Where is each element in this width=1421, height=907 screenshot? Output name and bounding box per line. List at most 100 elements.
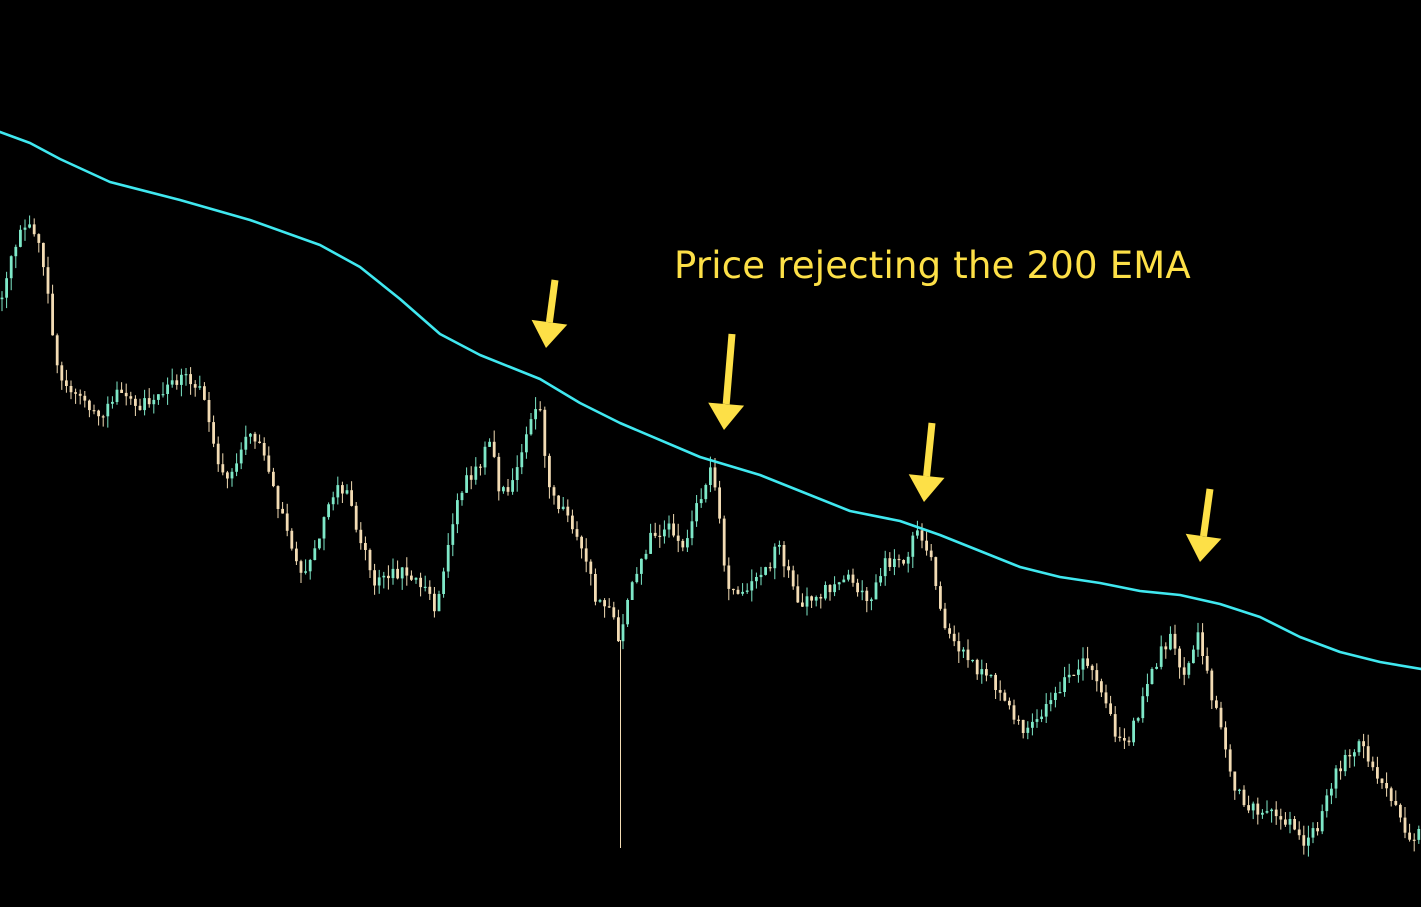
arrow-shaft [1200, 488, 1214, 537]
candle-body [773, 546, 777, 569]
candle-body [1031, 721, 1034, 728]
candle-body [308, 560, 312, 572]
candle [612, 601, 616, 620]
candle [253, 431, 257, 449]
arrows-layer [531, 279, 1222, 562]
candle [65, 369, 68, 393]
candle-body [1040, 716, 1043, 719]
candle [575, 521, 579, 541]
candle-body [111, 401, 114, 404]
candle [709, 456, 712, 493]
candle [1417, 825, 1421, 844]
candle [1334, 765, 1338, 799]
candle-body [1265, 811, 1269, 813]
candle-body [157, 394, 160, 400]
candle [598, 598, 602, 603]
candle-body [65, 380, 68, 386]
candle-body [1403, 817, 1407, 833]
candle [276, 485, 280, 519]
candle-body [630, 582, 634, 600]
candle [1210, 668, 1214, 709]
candle-body [929, 550, 933, 558]
candle-body [1182, 667, 1186, 675]
candle [911, 531, 915, 568]
candle-body [28, 224, 31, 228]
candle [948, 623, 951, 639]
candle-body [686, 538, 689, 548]
candle [267, 446, 271, 474]
candle [1035, 709, 1039, 728]
candle [837, 581, 841, 591]
candle-body [801, 602, 804, 607]
candle [1164, 642, 1168, 659]
candle [1146, 673, 1149, 703]
candle [1049, 692, 1053, 712]
candle-body [1288, 819, 1292, 825]
candle-body [364, 543, 367, 550]
arrow-shaft [923, 422, 936, 477]
candle-body [943, 608, 947, 629]
candle [483, 441, 487, 475]
candle [842, 575, 846, 583]
candle [644, 549, 648, 561]
candle [1343, 749, 1347, 777]
candle [354, 502, 358, 533]
candle-body [23, 227, 27, 230]
candle [534, 397, 537, 430]
candle-body [400, 567, 404, 579]
candle-body [474, 466, 478, 480]
candle-body [736, 589, 740, 594]
candle [157, 394, 160, 405]
candle [1196, 622, 1200, 657]
candle-body [810, 596, 813, 601]
candle-body [479, 466, 482, 468]
candle-body [1307, 837, 1310, 846]
candle [368, 548, 372, 578]
candle [410, 570, 413, 581]
candle-body [580, 536, 583, 549]
candle-body [175, 380, 179, 385]
candle-body [410, 575, 413, 580]
candle-body [1311, 828, 1315, 838]
candle [396, 560, 399, 580]
candle [1247, 795, 1250, 814]
candle [262, 437, 266, 461]
candle-body [764, 567, 767, 575]
candle-body [1399, 804, 1402, 818]
candle [686, 529, 689, 552]
candle [336, 476, 340, 505]
candle [649, 523, 652, 554]
candle-body [492, 441, 496, 457]
candle-body [207, 400, 211, 423]
candle [221, 453, 225, 476]
candle-body [819, 597, 823, 599]
candle [497, 452, 501, 501]
candle [529, 413, 533, 436]
candle-body [1196, 632, 1200, 650]
candle [741, 583, 744, 596]
candle-body [998, 690, 1002, 693]
candle [322, 516, 326, 551]
candle-body [322, 517, 326, 539]
candle-body [916, 530, 919, 536]
candle [14, 244, 18, 269]
candle-body [341, 485, 344, 494]
candle [745, 583, 749, 594]
candle-body [842, 579, 846, 583]
candle-body [957, 641, 961, 652]
candle [290, 528, 294, 551]
candle [630, 580, 634, 600]
arrow-shaft [722, 333, 736, 405]
candle-body [1155, 666, 1158, 669]
candle [879, 568, 882, 587]
candle-body [1063, 677, 1066, 692]
candle [198, 375, 202, 390]
candle [603, 598, 606, 618]
candle-body [1141, 696, 1145, 719]
candle-body [663, 529, 666, 537]
candle [584, 538, 588, 573]
candle [943, 602, 947, 630]
candle [874, 574, 878, 600]
candle [350, 481, 353, 507]
